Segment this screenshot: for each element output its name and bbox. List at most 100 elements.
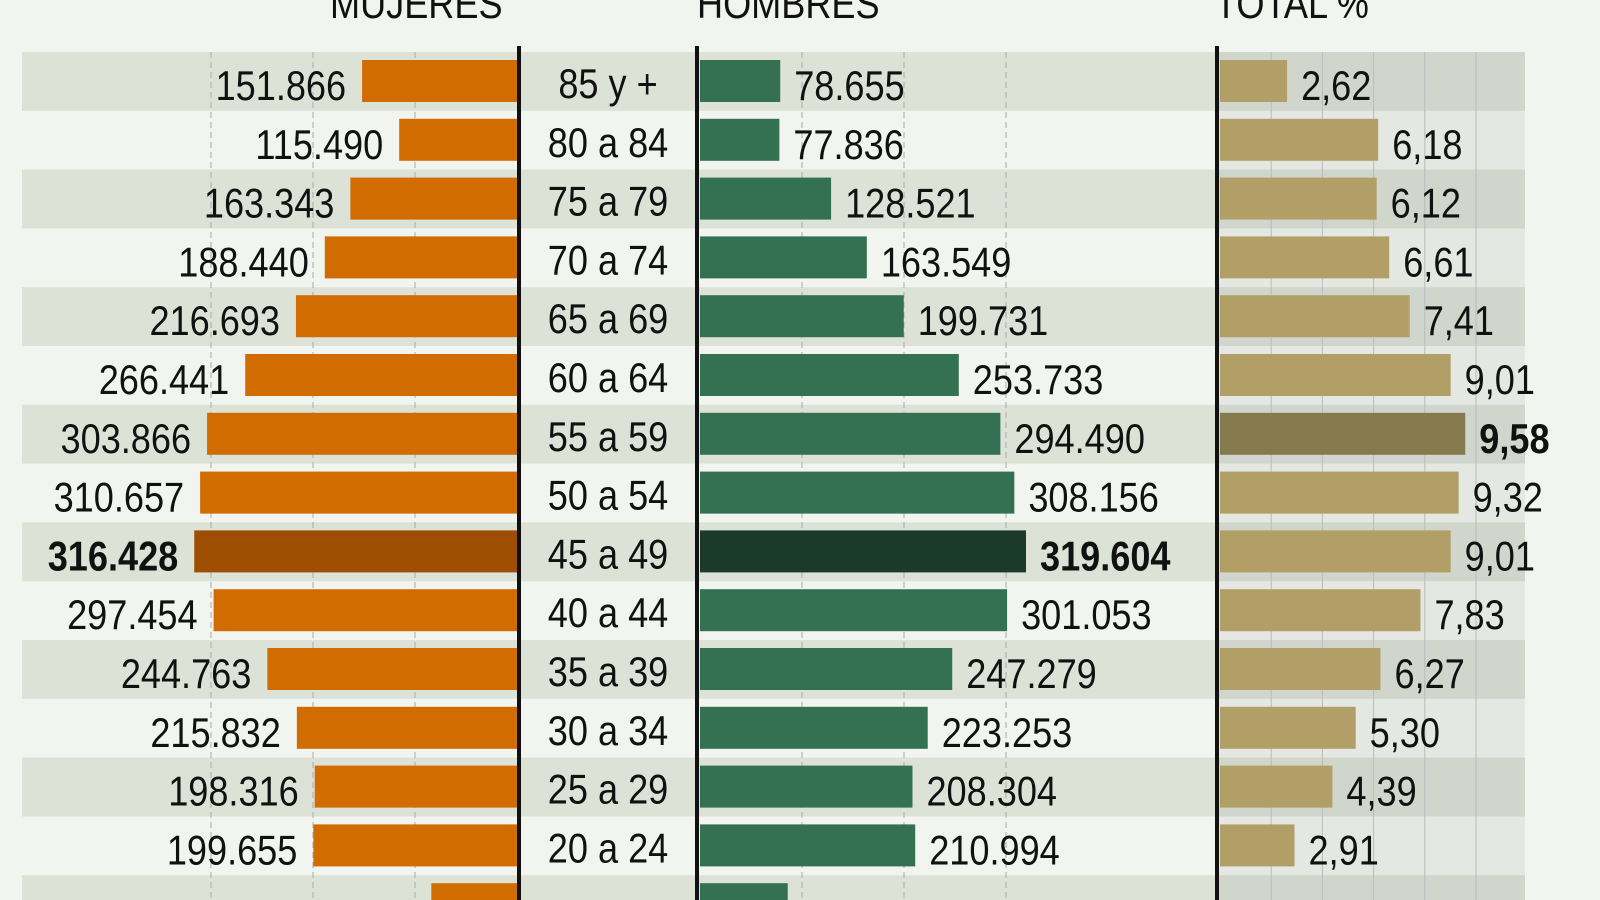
- label-women: 188.440: [178, 240, 309, 286]
- label-age-group: 75 a 79: [548, 179, 668, 225]
- label-men: 319.604: [1040, 534, 1171, 580]
- label-women: 163.343: [204, 181, 335, 227]
- bar-men: [700, 354, 959, 396]
- label-men: 78.655: [794, 64, 904, 110]
- label-total: 5,30: [1370, 710, 1440, 756]
- bar-women: [313, 824, 517, 867]
- label-total: 6,27: [1395, 652, 1465, 698]
- label-men: 294.490: [1014, 416, 1145, 462]
- label-men: 163.549: [881, 240, 1012, 286]
- label-men: 247.279: [966, 652, 1097, 698]
- label-total: 2,91: [1308, 828, 1378, 874]
- label-women: 303.866: [61, 416, 192, 462]
- bar-women: [296, 706, 517, 749]
- label-total: 6,18: [1392, 122, 1462, 168]
- bar-total: [1220, 118, 1379, 161]
- label-women: 215.832: [150, 710, 281, 756]
- bar-men: [700, 530, 1026, 573]
- bar-men: [700, 177, 832, 220]
- label-age-group: 45 a 49: [548, 532, 668, 578]
- label-women: 199.655: [167, 828, 298, 874]
- bar-total: [1220, 177, 1377, 220]
- label-men: 199.731: [918, 299, 1049, 345]
- bar-women: [213, 589, 517, 632]
- label-men: 210.994: [929, 828, 1060, 874]
- header-men: HOMBRES: [697, 0, 880, 28]
- label-total: 9,32: [1473, 475, 1543, 521]
- label-total: 2,62: [1301, 64, 1371, 110]
- label-age-group: 40 a 44: [548, 591, 668, 637]
- label-age-group: 35 a 39: [548, 650, 668, 696]
- label-women: 198.316: [168, 769, 299, 815]
- bar-women: [362, 60, 517, 102]
- bar-women: [431, 883, 517, 900]
- label-total: 6,61: [1403, 240, 1473, 286]
- label-total: 6,12: [1391, 181, 1461, 227]
- label-age-group: 85 y +: [558, 62, 657, 108]
- label-age-group: 60 a 64: [548, 356, 668, 402]
- label-women: 316.428: [48, 534, 179, 580]
- bar-men: [700, 706, 928, 749]
- label-total: 9,01: [1465, 534, 1535, 580]
- label-men: 308.156: [1028, 475, 1159, 521]
- bar-women: [267, 648, 517, 690]
- label-total: 7,41: [1424, 299, 1494, 345]
- label-women: 151.866: [216, 64, 347, 110]
- label-age-group: 65 a 69: [548, 297, 668, 343]
- bar-men: [700, 824, 916, 867]
- bar-men: [700, 589, 1008, 632]
- bar-total: [1220, 471, 1459, 514]
- bar-men: [700, 236, 867, 279]
- bar-men: [700, 60, 781, 102]
- label-women: 297.454: [67, 593, 198, 639]
- bar-women: [314, 765, 517, 808]
- label-men: 301.053: [1021, 593, 1152, 639]
- bar-total: [1220, 354, 1451, 396]
- bar-total: [1220, 60, 1288, 102]
- label-men: 253.733: [973, 358, 1104, 404]
- bar-women: [207, 412, 517, 455]
- bar-total: [1220, 648, 1381, 690]
- bar-total: [1220, 765, 1333, 808]
- bar-total: [1220, 530, 1451, 573]
- bar-total: [1220, 706, 1356, 749]
- label-age-group: 70 a 74: [548, 238, 668, 284]
- label-men: 128.521: [845, 181, 976, 227]
- bar-women: [295, 295, 517, 338]
- bar-women: [399, 118, 517, 161]
- bar-total: [1220, 824, 1295, 867]
- bar-men: [700, 765, 913, 808]
- label-age-group: 50 a 54: [548, 473, 668, 519]
- label-total: 4,39: [1346, 769, 1416, 815]
- bar-total: [1220, 236, 1390, 279]
- label-total: 9,58: [1479, 416, 1549, 462]
- label-men: 77.836: [793, 122, 903, 168]
- bar-women: [245, 354, 518, 396]
- header-women: MUJERES: [330, 0, 503, 28]
- bar-total: [1220, 589, 1421, 632]
- label-age-group: 55 a 59: [548, 414, 668, 460]
- bar-men: [700, 412, 1001, 455]
- bar-total: [1220, 412, 1466, 455]
- bar-women: [194, 530, 517, 573]
- label-age-group: 30 a 34: [548, 708, 668, 754]
- label-total: 9,01: [1465, 358, 1535, 404]
- label-age-group: 25 a 29: [548, 767, 668, 813]
- label-men: 223.253: [942, 710, 1073, 756]
- label-women: 115.490: [255, 122, 383, 168]
- bar-men: [700, 295, 904, 338]
- label-women: 310.657: [54, 475, 185, 521]
- bar-women: [324, 236, 517, 279]
- label-women: 216.693: [149, 299, 280, 345]
- bar-men: [700, 883, 788, 900]
- bar-men: [700, 648, 953, 690]
- bar-men: [700, 471, 1015, 514]
- label-women: 266.441: [99, 358, 230, 404]
- header-total: TOTAL %: [1215, 0, 1369, 28]
- label-total: 7,83: [1434, 593, 1504, 639]
- label-age-group: 20 a 24: [548, 826, 668, 872]
- label-age-group: 80 a 84: [548, 120, 668, 166]
- bar-total: [1220, 295, 1410, 338]
- bar-women: [350, 177, 517, 220]
